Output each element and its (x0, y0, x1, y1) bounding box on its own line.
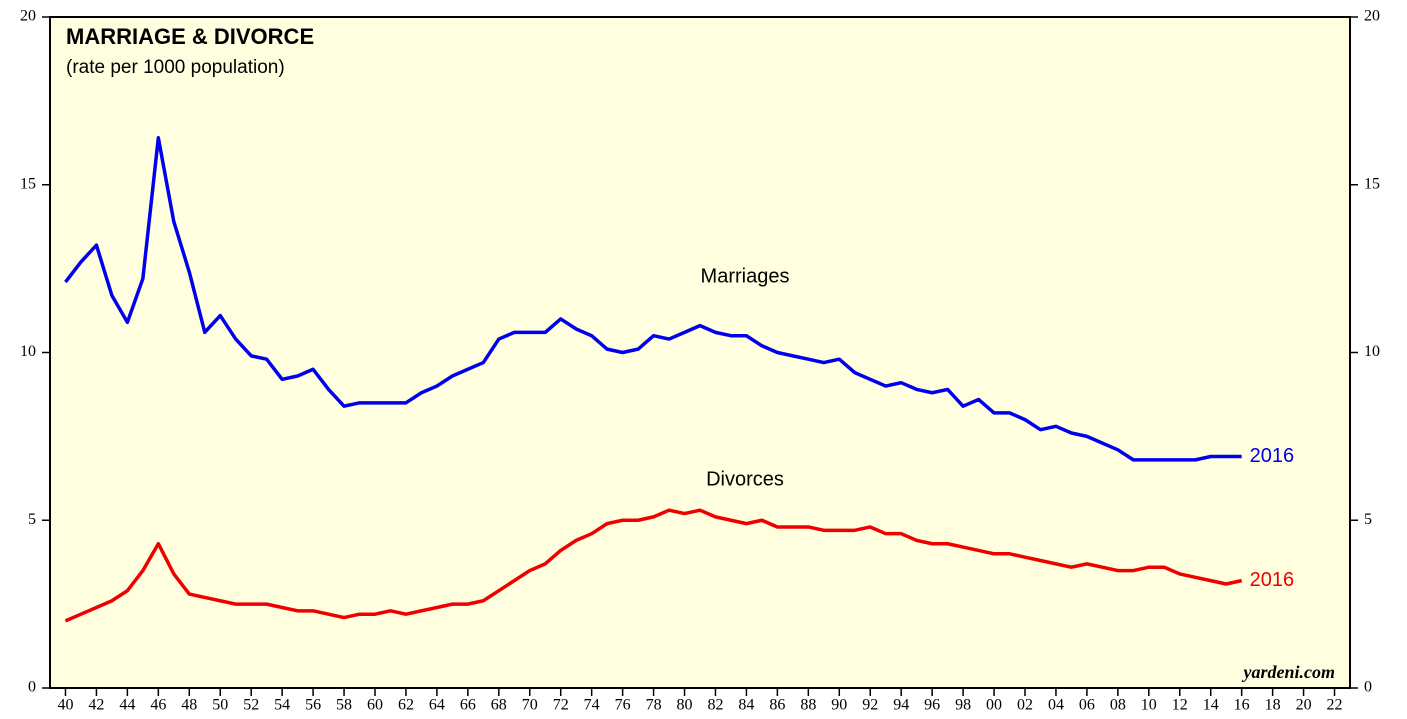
x-tick-label: 10 (1141, 697, 1157, 714)
x-tick-label: 00 (986, 697, 1002, 714)
x-tick-label: 72 (553, 697, 569, 714)
x-tick-label: 88 (800, 697, 816, 714)
y2-tick-label: 20 (1364, 8, 1380, 25)
x-tick-label: 42 (88, 697, 104, 714)
x-tick-label: 62 (398, 697, 414, 714)
x-tick-label: 22 (1327, 697, 1343, 714)
x-tick-label: 60 (367, 697, 383, 714)
y2-tick-label: 0 (1364, 679, 1372, 696)
series-label: Divorces (706, 468, 784, 490)
end-label: 2016 (1250, 569, 1295, 591)
plot-area (50, 17, 1350, 688)
x-tick-label: 86 (769, 697, 785, 714)
x-tick-label: 48 (181, 697, 197, 714)
x-tick-label: 50 (212, 697, 228, 714)
end-label: 2016 (1250, 445, 1295, 467)
series-label: Marriages (701, 265, 790, 287)
y-tick-label: 20 (20, 8, 36, 25)
x-tick-label: 14 (1203, 697, 1219, 714)
x-tick-label: 70 (522, 697, 538, 714)
series-line (64, 508, 1243, 623)
y-tick-label: 15 (20, 175, 36, 192)
frame (49, 16, 1351, 689)
series-line (64, 136, 1242, 462)
x-tick-label: 78 (646, 697, 662, 714)
x-tick-label: 20 (1296, 697, 1312, 714)
chart-subtitle: (rate per 1000 population) (66, 57, 285, 78)
x-tick-label: 54 (274, 697, 290, 714)
x-tick-label: 76 (615, 697, 631, 714)
x-tick-label: 80 (677, 697, 693, 714)
y2-tick-label: 5 (1364, 511, 1372, 528)
y2-tick-label: 10 (1364, 343, 1380, 360)
y-tick-label: 0 (28, 679, 36, 696)
x-tick-label: 16 (1234, 697, 1250, 714)
x-tick-label: 18 (1265, 697, 1281, 714)
x-tick-label: 04 (1048, 697, 1064, 714)
x-tick-label: 74 (584, 697, 600, 714)
x-tick-label: 90 (831, 697, 847, 714)
x-tick-label: 64 (429, 697, 445, 714)
x-tick-label: 12 (1172, 697, 1188, 714)
x-tick-label: 66 (460, 697, 476, 714)
x-tick-label: 98 (955, 697, 971, 714)
x-tick-label: 08 (1110, 697, 1126, 714)
x-tick-label: 92 (862, 697, 878, 714)
x-tick-label: 44 (119, 697, 135, 714)
x-tick-label: 52 (243, 697, 259, 714)
x-tick-label: 58 (336, 697, 352, 714)
x-tick-label: 56 (305, 697, 321, 714)
x-tick-label: 96 (924, 697, 940, 714)
source: yardeni.com (1242, 662, 1336, 682)
x-tick-label: 02 (1017, 697, 1033, 714)
x-tick-label: 46 (150, 697, 166, 714)
x-tick-label: 40 (57, 697, 73, 714)
x-tick-label: 84 (738, 697, 754, 714)
y2-tick-label: 15 (1364, 175, 1380, 192)
y-tick-label: 10 (20, 343, 36, 360)
x-tick-label: 06 (1079, 697, 1095, 714)
chart-title: MARRIAGE & DIVORCE (66, 24, 314, 49)
x-tick-label: 82 (707, 697, 723, 714)
x-tick-label: 68 (491, 697, 507, 714)
y-tick-label: 5 (28, 511, 36, 528)
x-tick-label: 94 (893, 697, 909, 714)
